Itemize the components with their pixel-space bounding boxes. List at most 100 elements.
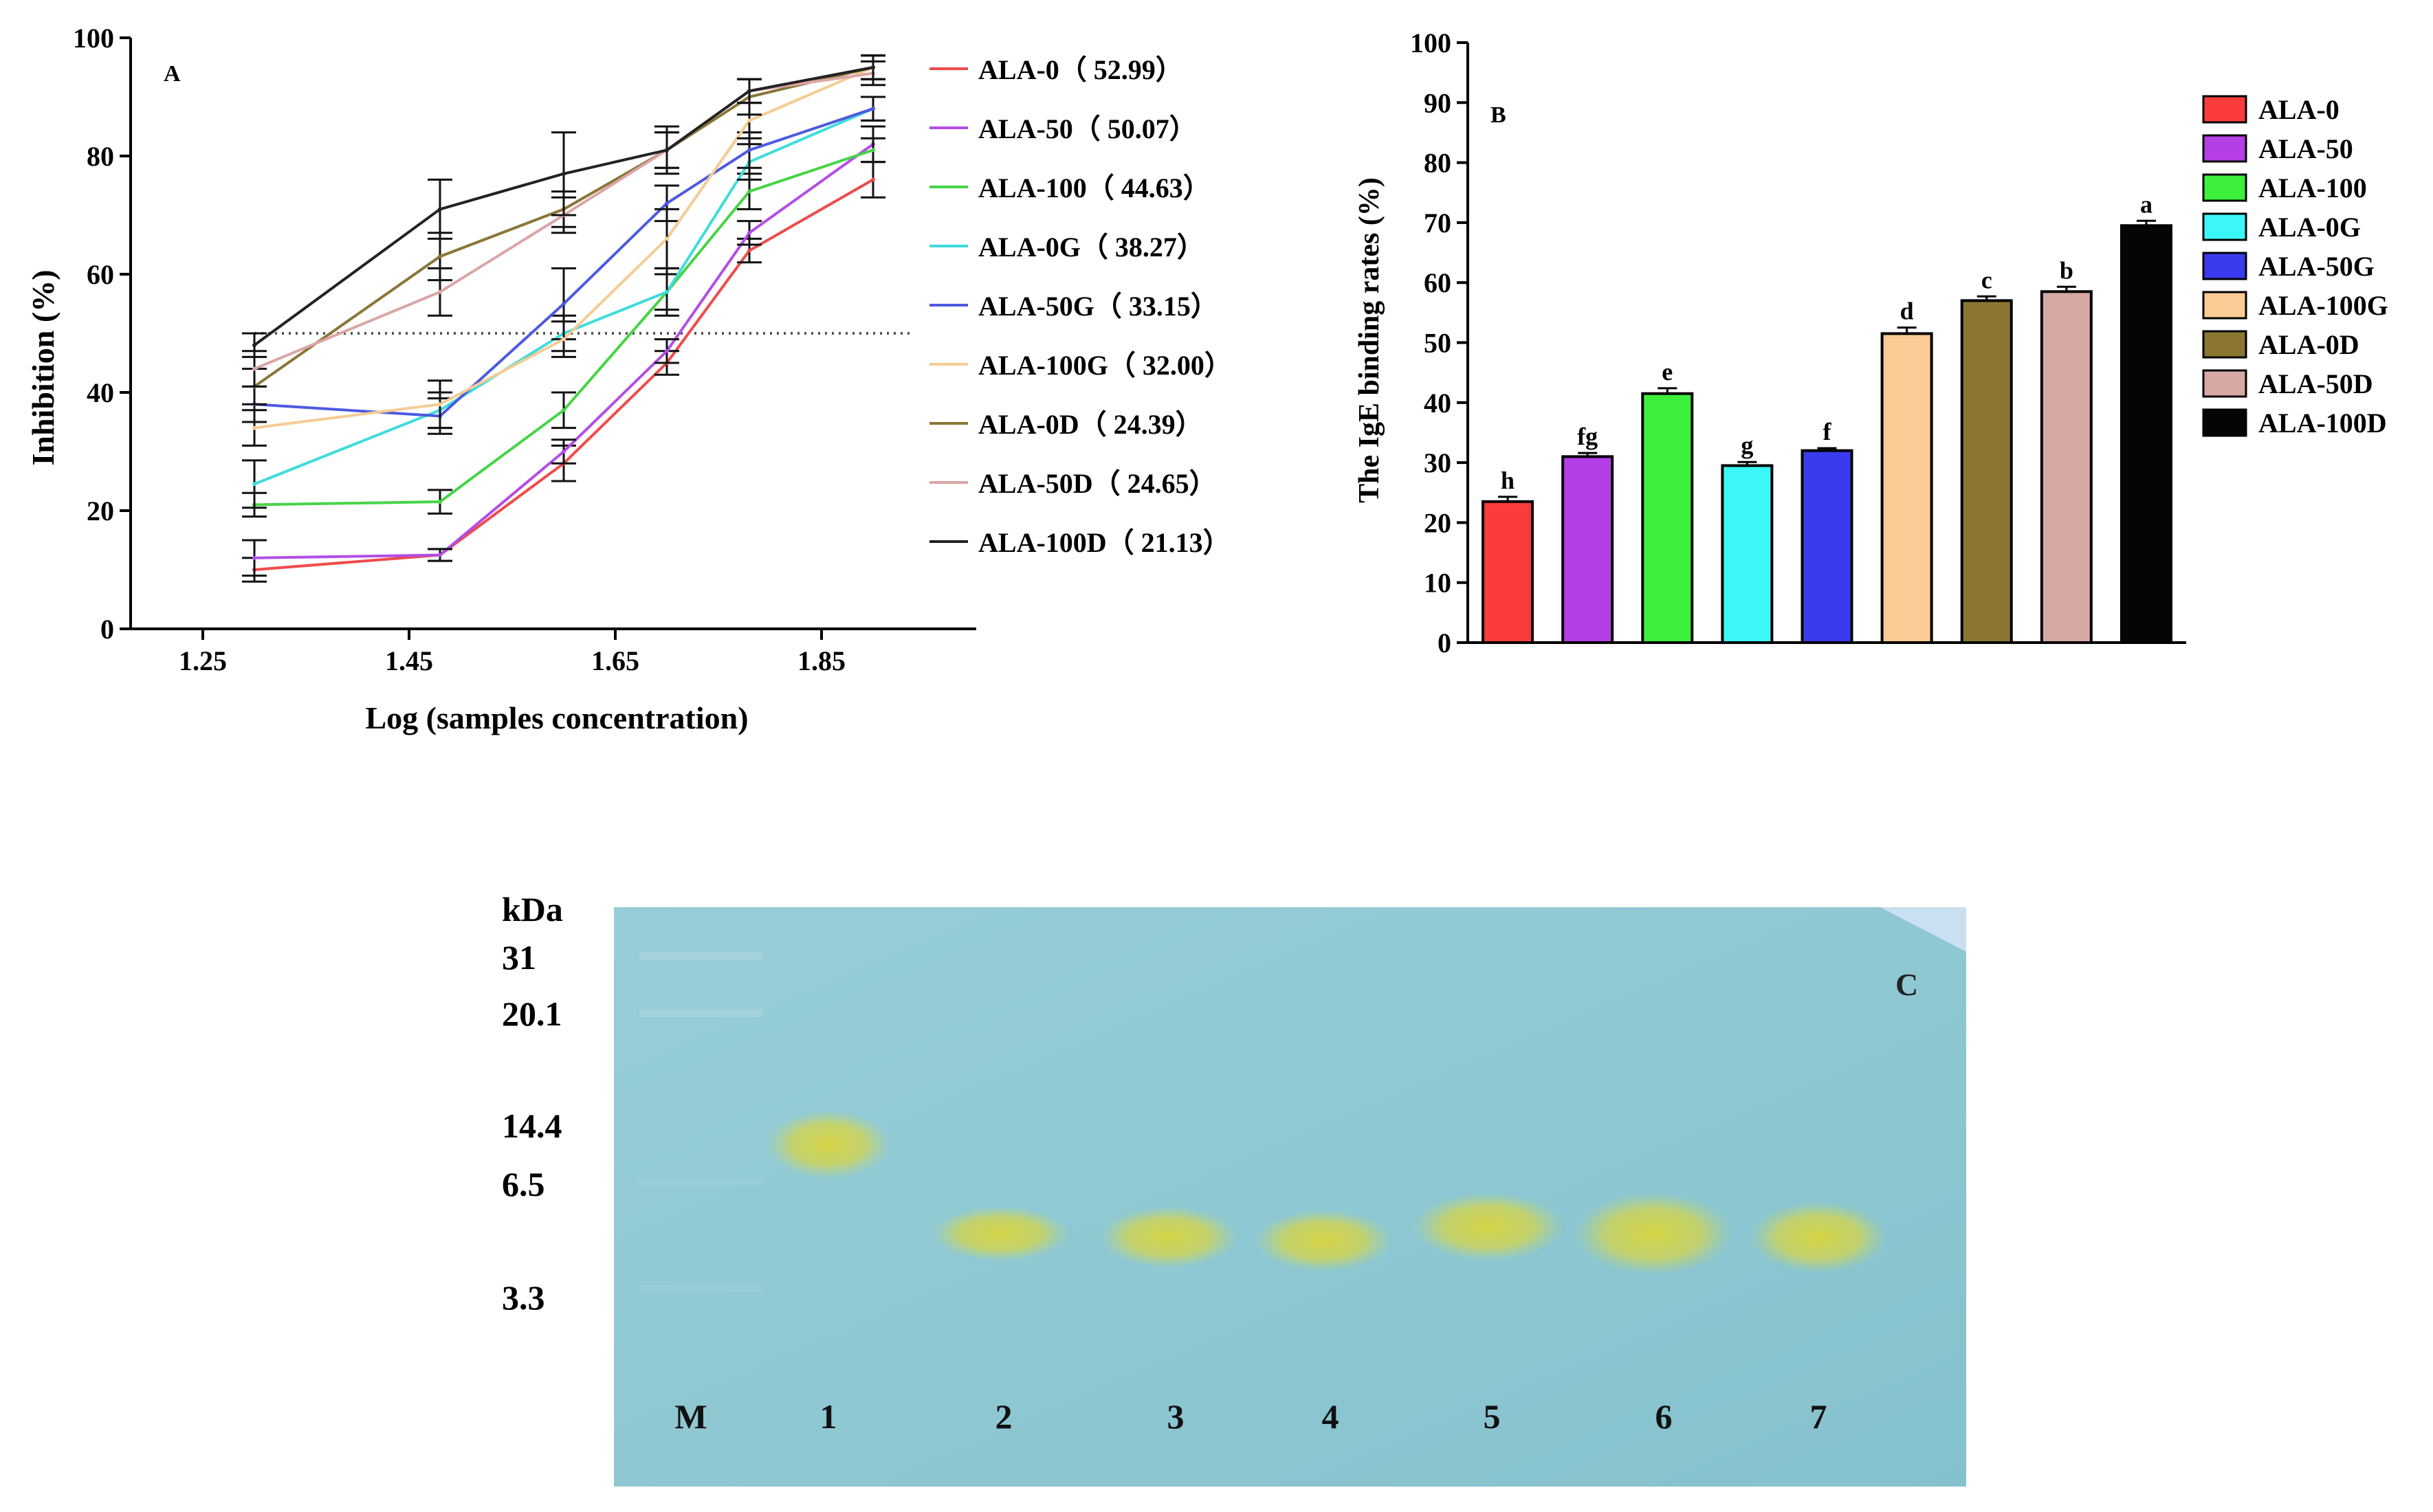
x-tick-label-a: 1.65 [591,645,639,676]
y-tick-label-a: 60 [87,259,114,290]
legend-label-ALA-50: ALA-50（ 50.07） [978,113,1197,144]
data-point-ALA-50 [562,449,566,454]
legend-label-b-ALA-100G: ALA-100G [2258,290,2388,321]
kda-label: kDa [502,890,563,929]
series-line-ALA-50 [254,143,874,559]
data-point-ALA-100D [747,89,751,93]
data-point-ALA-50D [438,289,442,294]
x-tick-label-a: 1.85 [797,645,846,676]
lane-label-1: 1 [820,1397,837,1436]
legend-b: ALA-0 ALA-50 ALA-100 ALA-0G ALA-50G ALA-100G A… [2202,94,2388,438]
bar-ALA-50G [1801,449,1853,644]
data-point-ALA-100 [438,500,442,504]
series-line-ALA-0 [254,178,874,571]
bars-group-b: h fg e g f d c b a [1482,190,2172,645]
marker-label-20.1: 20.1 [502,994,562,1033]
legend-swatch-b-ALA-0 [2202,95,2247,124]
legend-label-ALA-100D: ALA-100D（ 21.13） [978,527,1231,558]
gel-bands [767,1110,1887,1275]
y-axis-label-b: The IgE binding rates (%) [1354,177,1385,503]
legend-swatch-b-ALA-50 [2202,134,2247,163]
legend-label-ALA-100: ALA-100（ 44.63） [978,173,1211,203]
legend-a: ALA-0（ 52.99） ALA-50（ 50.07） ALA-100（ 44.6… [929,54,1232,558]
series-line-ALA-0G [254,107,874,486]
legend-swatch-b-ALA-50G [2202,252,2247,280]
gel-image [614,907,1966,1487]
legend-label-ALA-50G: ALA-50G（ 33.15） [978,291,1218,322]
y-tick-label-b: 40 [1424,388,1451,419]
data-point-ALA-100D [438,207,442,212]
data-point-ALA-0 [747,248,751,253]
legend-swatch-b-ALA-50D [2202,369,2247,398]
data-point-ALA-50 [747,230,751,235]
legend-label-b-ALA-100: ALA-100 [2258,173,2367,203]
legend-swatch-b-ALA-100D [2202,408,2247,437]
gel-texture [639,907,1966,1292]
data-point-ALA-100G [438,402,442,407]
bar-chart-panel-b: 0 10 20 30 40 50 60 70 80 90 100 h fg e g f d c b a B The … [1354,27,2388,658]
panel-label-c: C [1895,967,1918,1002]
legend-label-ALA-0D: ALA-0D（ 24.39） [978,409,1203,440]
gel-corner-artifact [1880,907,1966,952]
bar-ALA-100 [1641,392,1694,645]
x-tick-label-a: 1.45 [385,645,433,676]
data-point-ALA-50G [871,107,875,111]
data-point-ALA-100D [252,343,256,348]
y-tick-label-a: 80 [87,141,114,172]
lane-label-2: 2 [995,1397,1013,1436]
data-point-ALA-0D [438,254,442,259]
data-point-ALA-50 [665,348,669,353]
legend-label-ALA-50D: ALA-50D（ 24.65） [978,468,1217,499]
y-tick-label-b: 60 [1424,267,1451,298]
legend-swatch-b-ALA-0G [2202,212,2247,241]
data-point-ALA-50G [665,201,669,205]
legend-swatch-b-ALA-0D [2202,330,2247,359]
data-point-ALA-100 [871,148,875,153]
series-line-ALA-100 [254,148,874,507]
gel-panel-c: kDa 31 20.1 14.4 6.5 3.3 C M 1 2 3 4 5 6 7 [502,890,1966,1487]
data-point-ALA-100G [562,337,566,342]
data-point-ALA-100G [747,118,751,123]
legend-label-b-ALA-100D: ALA-100D [2258,408,2387,438]
series-line-ALA-0D [253,66,874,388]
significance-label-ALA-0G: g [1741,432,1753,459]
data-point-ALA-50 [252,555,256,560]
legend-swatch-b-ALA-100 [2202,173,2247,202]
gel-band-lane-3 [1100,1206,1237,1268]
data-point-ALA-100D [562,171,566,176]
y-tick-label-b: 10 [1424,568,1451,599]
data-point-ALA-100 [562,408,566,412]
legend-swatch-b-ALA-100G [2202,291,2247,320]
y-tick-label-b: 90 [1424,87,1451,118]
data-point-ALA-100G [665,236,669,241]
y-axis-label-a: Inhibition (%) [25,269,60,465]
line-chart-panel-a: 0 20 40 60 80 100 1.25 1.45 1.65 1.85 A Log (samp… [25,23,1232,735]
ladder-band [639,952,763,960]
ladder-band [639,1179,763,1186]
significance-label-ALA-50G: f [1823,418,1832,445]
y-tick-label-b: 100 [1410,27,1451,58]
legend-label-b-ALA-50: ALA-50 [2258,133,2353,164]
marker-labels: 31 20.1 14.4 6.5 3.3 [502,938,562,1317]
bar-ALA-0 [1482,500,1534,644]
lane-label-3: 3 [1167,1397,1185,1436]
bar-ALA-50D [2040,290,2093,644]
legend-label-b-ALA-0G: ALA-0G [2258,212,2361,243]
data-point-ALA-0G [665,289,669,294]
lane-label-M: M [674,1397,707,1436]
ladder-band [639,1009,763,1017]
y-tick-label-a: 40 [87,377,114,408]
series-group-a [242,54,885,583]
significance-label-ALA-50D: b [2060,256,2073,284]
bar-ALA-50 [1561,455,1614,644]
y-tick-label-b: 80 [1424,148,1451,179]
data-point-ALA-50G [747,148,751,153]
gel-band-lane-4 [1255,1210,1392,1271]
gel-band-lane-5 [1413,1192,1564,1261]
data-point-ALA-50G [562,302,566,306]
y-tick-label-a: 100 [73,23,114,54]
bar-ALA-100D [2120,224,2172,644]
gel-band-lane-1 [767,1110,890,1179]
y-tick-label-a: 20 [87,496,114,526]
